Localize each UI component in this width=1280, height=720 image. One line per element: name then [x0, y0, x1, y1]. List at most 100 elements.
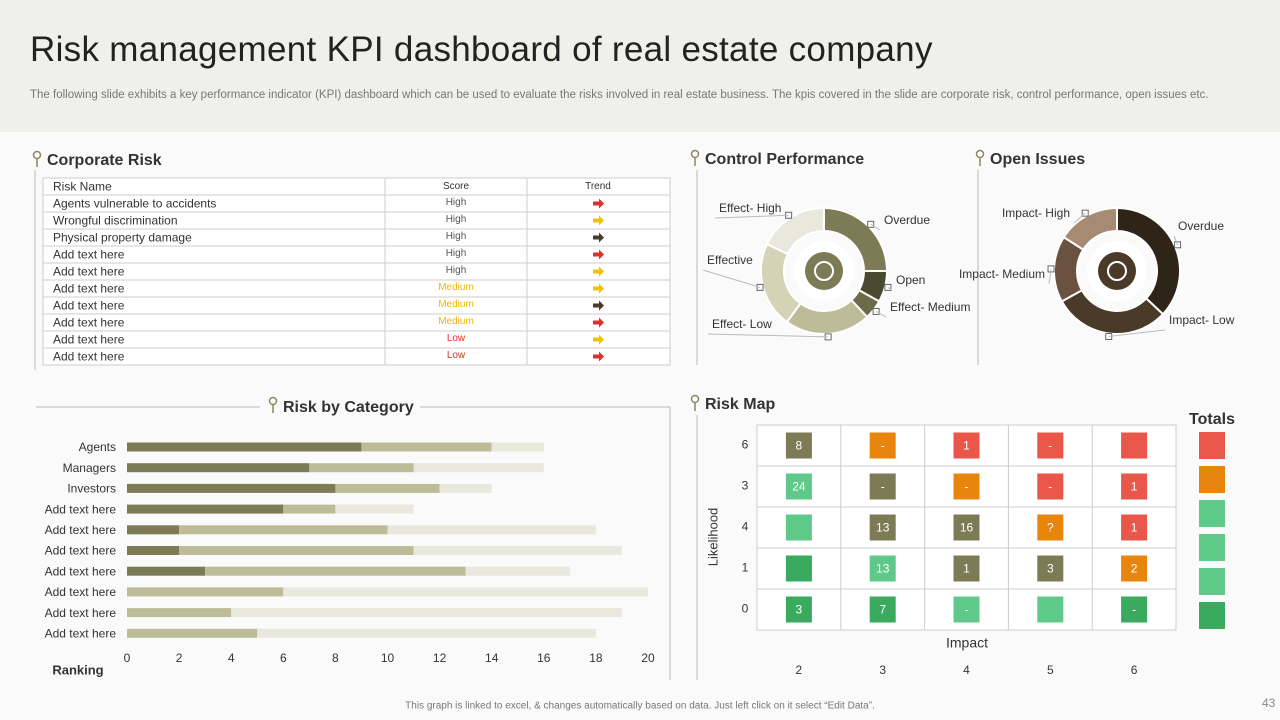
- bar: [205, 566, 466, 576]
- bar: [127, 566, 206, 576]
- pin-icon: [268, 396, 278, 406]
- risk-cell: [1037, 555, 1064, 582]
- risk-cell-label: 16: [960, 521, 974, 535]
- x-tick-label: 4: [228, 651, 235, 665]
- donut-segment: [1116, 206, 1181, 316]
- x-tick-label: 2: [176, 651, 183, 665]
- risk-cell-label: -: [965, 480, 969, 494]
- bar: [127, 483, 336, 493]
- risk-cell: [869, 596, 896, 623]
- risk-cell-label: -: [965, 603, 969, 617]
- header: Risk management KPI dashboard of real es…: [0, 0, 1280, 132]
- risk-cell: [1037, 596, 1064, 623]
- table-cell: Medium: [438, 316, 474, 327]
- bar: [283, 504, 336, 514]
- y-tick-label: 0: [742, 602, 749, 616]
- total-swatch: [1199, 568, 1225, 595]
- x-tick-label: 6: [280, 651, 287, 665]
- table-frame: [42, 177, 671, 366]
- bar: [127, 608, 232, 618]
- table-header: Risk Name: [53, 180, 112, 194]
- risk-cell-label: ?: [1047, 521, 1054, 535]
- risk-cell-label: 1: [1131, 480, 1138, 494]
- x-tick-label: 3: [879, 663, 886, 677]
- y-tick-label: Add text here: [45, 523, 117, 537]
- bar: [335, 483, 440, 493]
- trend-icon: [593, 351, 604, 362]
- bar: [439, 483, 492, 493]
- bar: [127, 587, 284, 597]
- bar: [127, 546, 180, 555]
- total-swatch: [1199, 466, 1225, 493]
- page-title: Risk management KPI dashboard of real es…: [30, 30, 933, 69]
- page-number: 43: [1262, 696, 1276, 710]
- risk-cell: [953, 473, 980, 500]
- y-tick-label: Investors: [67, 482, 116, 496]
- bar: [127, 463, 310, 473]
- x-tick-label: 12: [433, 651, 447, 665]
- x-tick-label: 10: [381, 651, 395, 665]
- donut-label: Impact- Low: [1169, 313, 1235, 327]
- x-tick-label: 5: [1047, 663, 1054, 677]
- donut-segment: [1062, 206, 1118, 251]
- risk-cell-label: 24: [792, 480, 806, 494]
- donut-label: Overdue: [884, 213, 930, 227]
- leader-line: [707, 333, 829, 338]
- bar: [231, 608, 622, 618]
- table-cell: Wrongful discrimination: [53, 214, 178, 228]
- leader-line: [1073, 212, 1086, 224]
- page-subtitle: The following slide exhibits a key perfo…: [30, 89, 1209, 101]
- total-swatch: [1199, 432, 1225, 459]
- y-tick-label: 6: [742, 438, 749, 452]
- pin-icon: [975, 149, 985, 159]
- leader-line: [870, 223, 881, 231]
- dividers: [34, 170, 979, 680]
- total-swatch: [1199, 500, 1225, 527]
- bar: [361, 442, 492, 452]
- table-cell: High: [446, 248, 467, 259]
- risk-cell-label: 3: [796, 603, 803, 617]
- risk-cell: [785, 596, 812, 623]
- axis-title: Impact: [946, 635, 988, 651]
- donut-segment: [760, 242, 802, 324]
- risk-cell: [869, 432, 896, 459]
- trend-icon: [593, 317, 604, 328]
- risk-cell-label: 13: [876, 562, 890, 576]
- table-cell: Low: [447, 333, 466, 344]
- y-tick-label: 4: [742, 520, 749, 534]
- risk-cell: [953, 555, 980, 582]
- table-cell: Low: [447, 350, 466, 361]
- y-tick-label: Add text here: [45, 626, 117, 640]
- x-tick-label: 6: [1131, 663, 1138, 677]
- y-tick-label: Add text here: [45, 544, 117, 558]
- bar: [309, 463, 414, 473]
- donut-label: Impact- Medium: [959, 267, 1045, 281]
- x-tick-label: 2: [796, 663, 803, 677]
- y-tick-label: Add text here: [45, 606, 117, 620]
- trend-icon: [593, 283, 604, 294]
- trend-icon: [593, 232, 604, 243]
- y-tick-label: Add text here: [45, 564, 117, 578]
- donut-label: Open: [896, 273, 925, 287]
- risk-cell: [953, 596, 980, 623]
- center-icon: [805, 252, 843, 290]
- bar: [127, 442, 362, 452]
- y-tick-label: Add text here: [45, 502, 117, 516]
- x-tick-label: 20: [641, 651, 655, 665]
- risk-cell: [953, 432, 980, 459]
- table-cell: Add text here: [53, 248, 125, 262]
- table-cell: Add text here: [53, 282, 125, 296]
- table-cell: Agents vulnerable to accidents: [53, 197, 216, 211]
- y-tick-label: 3: [742, 479, 749, 493]
- table-cell: Medium: [438, 282, 474, 293]
- table-header: Score: [443, 181, 470, 192]
- donut-label: Effect- Low: [712, 317, 772, 331]
- table-cell: Add text here: [53, 299, 125, 313]
- pin-icon: [690, 394, 700, 404]
- bar: [465, 566, 570, 576]
- totals-title: Totals: [1189, 411, 1235, 428]
- risk-cell: [1121, 596, 1148, 623]
- table-header: Trend: [585, 181, 611, 192]
- pin-icon: [690, 149, 700, 159]
